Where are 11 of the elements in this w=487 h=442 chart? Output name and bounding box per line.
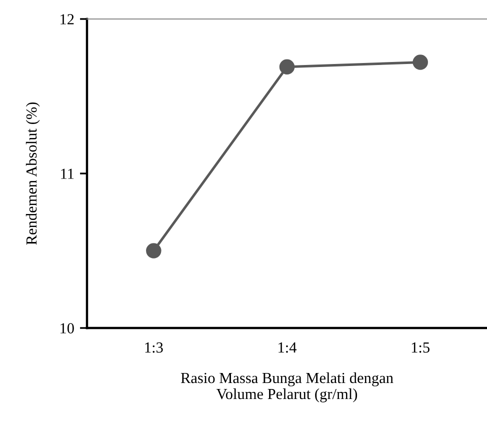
y-tick-label: 10 <box>60 323 74 334</box>
y-tick-label: 12 <box>60 14 74 24</box>
x-tick-label: 1:4 <box>278 342 297 353</box>
y-tick-label: 11 <box>61 168 74 179</box>
point <box>279 59 295 75</box>
point <box>146 243 162 258</box>
x-tick-label: 1:3 <box>145 342 163 353</box>
y-axis-title: Rendemen Absolut (%) <box>26 102 40 245</box>
x-tick-label: 1:5 <box>412 342 430 353</box>
x-axis-title: Rasio Massa Bunga Melati dengan Volume Pelarut (gr/ml) <box>180 372 394 402</box>
point <box>412 54 428 70</box>
